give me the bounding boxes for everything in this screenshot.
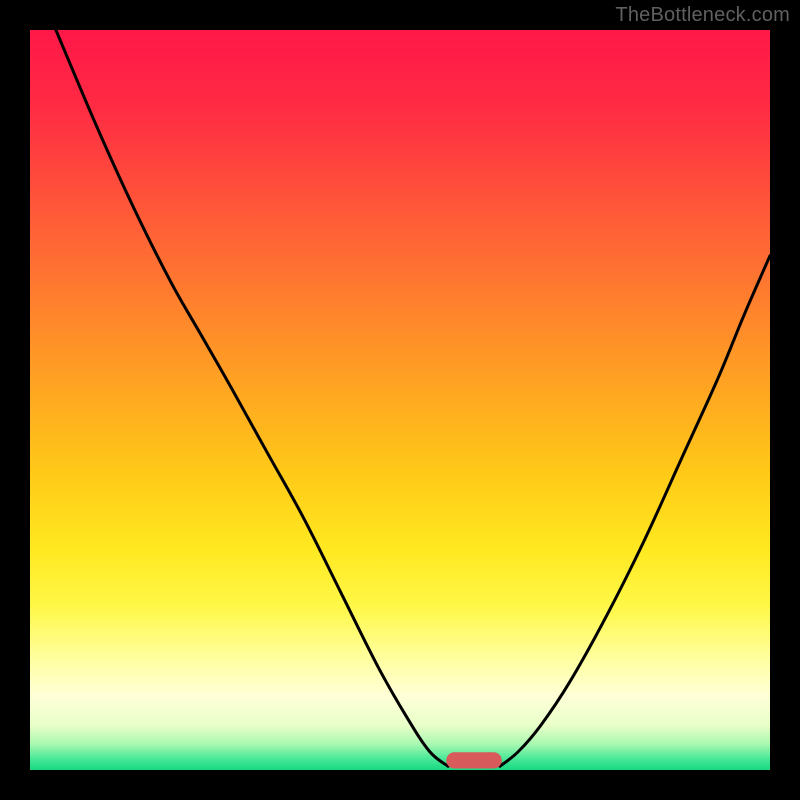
bottleneck-chart: [0, 0, 800, 800]
optimum-marker: [446, 752, 502, 768]
chart-container: TheBottleneck.com: [0, 0, 800, 800]
chart-plot-area: [30, 30, 770, 770]
watermark-label: TheBottleneck.com: [615, 4, 790, 27]
